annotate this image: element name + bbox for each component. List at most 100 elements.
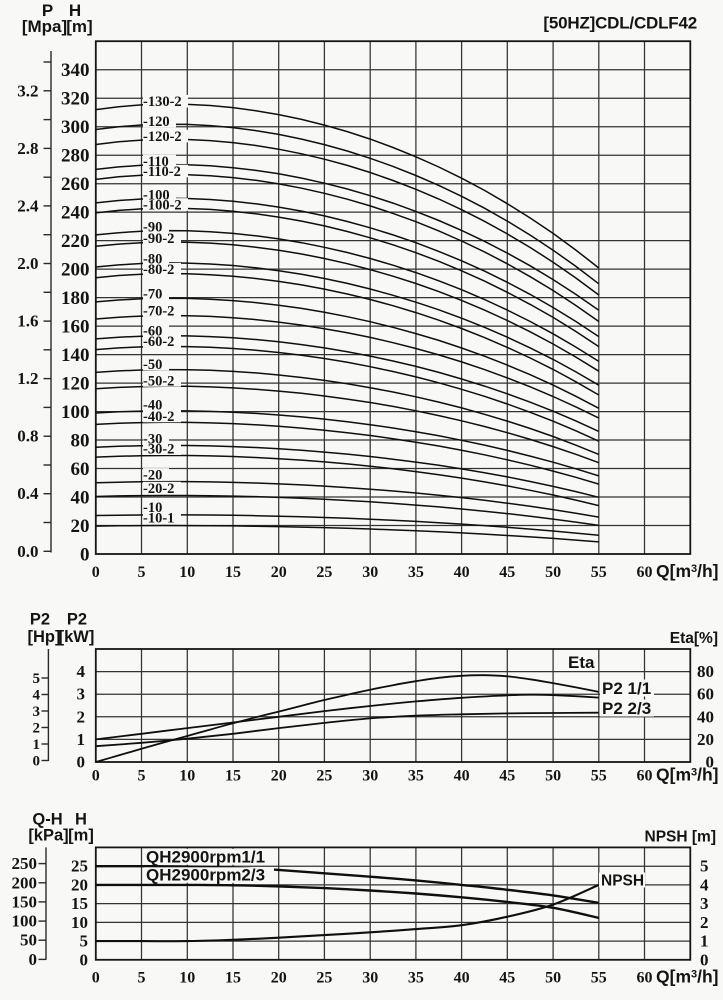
svg-text:280: 280 [61, 146, 90, 167]
svg-text:150: 150 [12, 892, 38, 911]
svg-text:15: 15 [225, 969, 241, 986]
svg-text:P2: P2 [67, 611, 87, 629]
svg-text:-110: -110 [143, 154, 169, 170]
svg-text:320: 320 [61, 89, 90, 110]
svg-text:0: 0 [92, 969, 100, 986]
svg-text:5: 5 [33, 671, 41, 687]
svg-text:-100: -100 [143, 187, 170, 203]
svg-text:35: 35 [408, 969, 424, 986]
svg-text:Q[m3/h]: Q[m3/h] [656, 561, 719, 581]
svg-text:2: 2 [700, 913, 709, 932]
svg-text:-80: -80 [143, 252, 162, 268]
svg-text:5: 5 [700, 857, 709, 876]
svg-text:1: 1 [700, 932, 709, 951]
svg-text:25: 25 [316, 564, 332, 581]
svg-text:-50: -50 [143, 357, 162, 373]
svg-text:180: 180 [61, 288, 90, 309]
svg-text:[Mpa]: [Mpa] [22, 17, 67, 36]
svg-text:0: 0 [700, 950, 709, 969]
svg-text:50: 50 [545, 969, 561, 986]
svg-text:0.0: 0.0 [17, 542, 38, 561]
svg-text:25: 25 [316, 969, 332, 986]
svg-text:20: 20 [271, 767, 287, 784]
svg-text:100: 100 [12, 912, 38, 931]
svg-text:30: 30 [362, 767, 378, 784]
svg-text:10: 10 [71, 913, 88, 932]
svg-text:2: 2 [33, 721, 41, 737]
svg-text:-30-2: -30-2 [143, 442, 174, 458]
svg-text:100: 100 [61, 402, 90, 423]
svg-text:[Hp]: [Hp] [28, 628, 61, 646]
svg-text:Q[m3/h]: Q[m3/h] [656, 966, 719, 986]
svg-text:2.4: 2.4 [17, 196, 39, 215]
svg-text:50: 50 [20, 931, 37, 950]
svg-text:55: 55 [591, 767, 607, 784]
svg-text:-20-2: -20-2 [143, 481, 174, 497]
svg-text:-20: -20 [143, 467, 162, 483]
svg-text:-30: -30 [143, 432, 162, 448]
svg-text:Eta[%]: Eta[%] [670, 630, 718, 647]
svg-text:-10: -10 [143, 500, 162, 516]
svg-text:340: 340 [61, 60, 90, 81]
svg-text:60: 60 [637, 969, 653, 986]
svg-text:-40: -40 [143, 398, 162, 414]
svg-text:0: 0 [29, 950, 38, 969]
svg-text:-120: -120 [143, 114, 170, 130]
svg-text:45: 45 [499, 969, 515, 986]
svg-text:2: 2 [77, 707, 86, 726]
svg-text:300: 300 [61, 117, 90, 138]
svg-text:-50-2: -50-2 [143, 373, 174, 389]
svg-text:240: 240 [61, 203, 90, 224]
svg-text:40: 40 [454, 767, 470, 784]
svg-text:40: 40 [697, 707, 714, 726]
svg-text:40: 40 [454, 969, 470, 986]
svg-text:0: 0 [80, 545, 90, 566]
svg-text:3.2: 3.2 [17, 81, 38, 100]
svg-text:15: 15 [225, 564, 241, 581]
svg-text:-70: -70 [143, 286, 162, 302]
svg-text:20: 20 [71, 516, 90, 537]
svg-text:10: 10 [179, 767, 195, 784]
svg-text:50: 50 [545, 767, 561, 784]
svg-text:P2 2/3: P2 2/3 [602, 699, 651, 718]
svg-text:-120-2: -120-2 [143, 129, 182, 145]
svg-text:[m]: [m] [66, 17, 92, 36]
svg-text:1.6: 1.6 [17, 312, 38, 331]
svg-text:250: 250 [12, 854, 38, 873]
svg-text:0: 0 [33, 754, 41, 770]
svg-text:4: 4 [77, 662, 86, 681]
svg-text:15: 15 [225, 767, 241, 784]
svg-text:0.8: 0.8 [17, 427, 38, 446]
svg-text:2.8: 2.8 [17, 139, 38, 158]
svg-text:40: 40 [454, 564, 470, 581]
svg-text:20: 20 [271, 564, 287, 581]
svg-text:2.0: 2.0 [17, 254, 38, 273]
svg-text:-80-2: -80-2 [143, 262, 174, 278]
svg-text:10: 10 [179, 564, 195, 581]
svg-text:-100-2: -100-2 [143, 197, 182, 213]
svg-text:0: 0 [92, 767, 100, 784]
svg-text:3: 3 [33, 704, 41, 720]
svg-text:60: 60 [637, 767, 653, 784]
svg-text:[50HZ]CDL/CDLF42: [50HZ]CDL/CDLF42 [543, 14, 697, 33]
svg-text:1.2: 1.2 [17, 369, 38, 388]
svg-text:0.4: 0.4 [17, 484, 39, 503]
svg-text:0: 0 [92, 564, 100, 581]
svg-text:4: 4 [33, 688, 41, 704]
svg-text:1: 1 [77, 730, 86, 749]
svg-text:40: 40 [71, 488, 90, 509]
svg-text:160: 160 [61, 317, 90, 338]
svg-text:Q-H: Q-H [32, 811, 62, 829]
svg-text:55: 55 [591, 969, 607, 986]
svg-text:-10-1: -10-1 [143, 511, 174, 527]
svg-text:0: 0 [80, 950, 89, 969]
svg-text:4: 4 [700, 875, 709, 894]
svg-text:45: 45 [499, 564, 515, 581]
svg-text:25: 25 [71, 857, 88, 876]
svg-text:-60-2: -60-2 [143, 334, 174, 350]
svg-text:120: 120 [61, 374, 90, 395]
svg-text:50: 50 [545, 564, 561, 581]
svg-text:5: 5 [138, 969, 146, 986]
svg-text:-60: -60 [143, 323, 162, 339]
svg-text:5: 5 [80, 932, 89, 951]
